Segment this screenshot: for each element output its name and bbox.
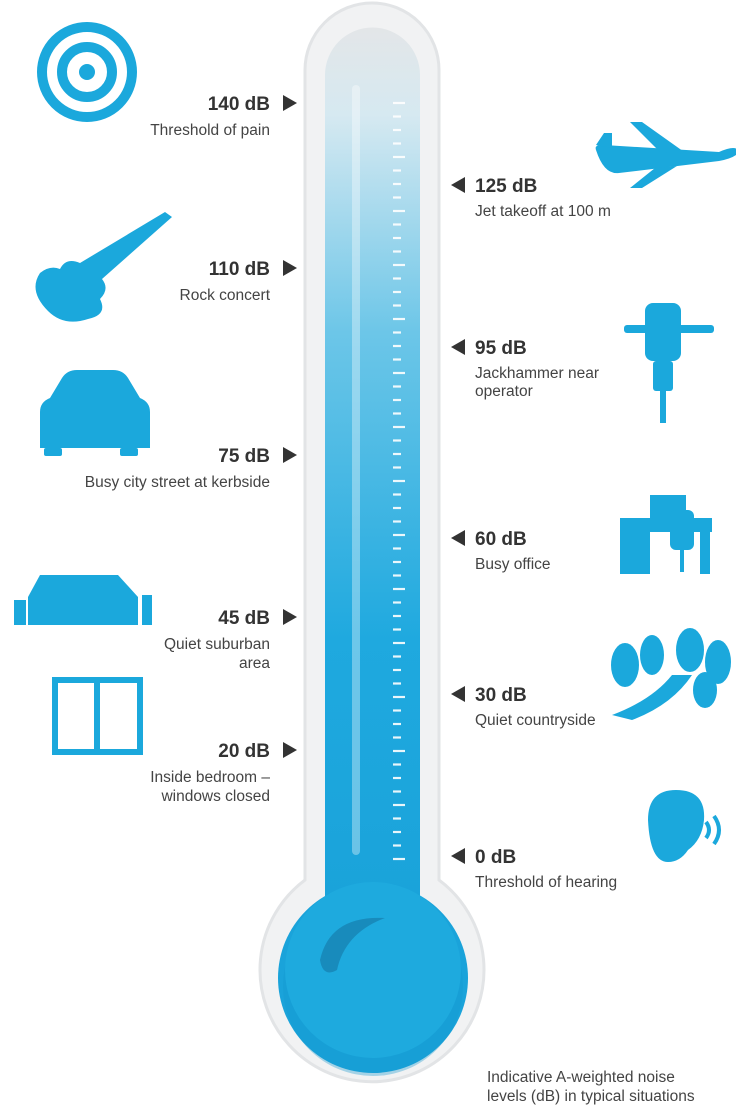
arrow [451,848,465,864]
level-labels: 140 dB Threshold of pain 110 dB Rock concer… [85,94,617,891]
level-value: 75 dB [218,446,270,467]
arrow [283,447,297,463]
level-description: Threshold of pain [150,122,270,139]
caption-line: Indicative A-weighted noise [487,1069,675,1086]
arrow [451,339,465,355]
level-description: operator [475,383,533,400]
arrow [451,177,465,193]
level-value: 140 dB [208,94,270,115]
house-icon [14,575,152,625]
level-value: 20 dB [218,741,270,762]
level-value: 30 dB [475,685,527,706]
level-value: 95 dB [475,338,527,359]
level-value: 0 dB [475,847,516,868]
level-value: 110 dB [209,259,270,280]
plane-icon [595,122,736,188]
office-icon [620,495,712,574]
arrow [283,609,297,625]
guitar-icon [35,212,172,322]
level-description: Inside bedroom – [150,769,270,786]
target-icon [37,22,137,122]
level-description: windows closed [160,788,270,805]
scale-ticks [393,101,405,861]
level-description: Jet takeoff at 100 m [475,203,611,220]
level-description: Quiet suburban [164,636,270,653]
caption-line: levels (dB) in typical situations [487,1088,695,1105]
arrow [283,95,297,111]
level-description: Quiet countryside [475,712,596,729]
level-description: area [239,655,270,672]
level-value: 45 dB [218,608,270,629]
arrow [283,742,297,758]
level-description: Jackhammer near [475,365,599,382]
level-description: Rock concert [180,287,271,304]
arrow [283,260,297,276]
ear-icon [648,790,721,862]
window-icon [52,677,143,755]
level-value: 125 dB [475,176,537,197]
car-icon [40,370,150,456]
level-description: Busy city street at kerbside [85,474,270,491]
thermometer [258,1,486,1084]
jackhammer-icon [624,303,714,423]
arrow [451,530,465,546]
level-description: Busy office [475,556,551,573]
level-description: Threshold of hearing [475,874,617,891]
trees-icon [611,628,731,720]
arrow [451,686,465,702]
level-value: 60 dB [475,529,527,550]
